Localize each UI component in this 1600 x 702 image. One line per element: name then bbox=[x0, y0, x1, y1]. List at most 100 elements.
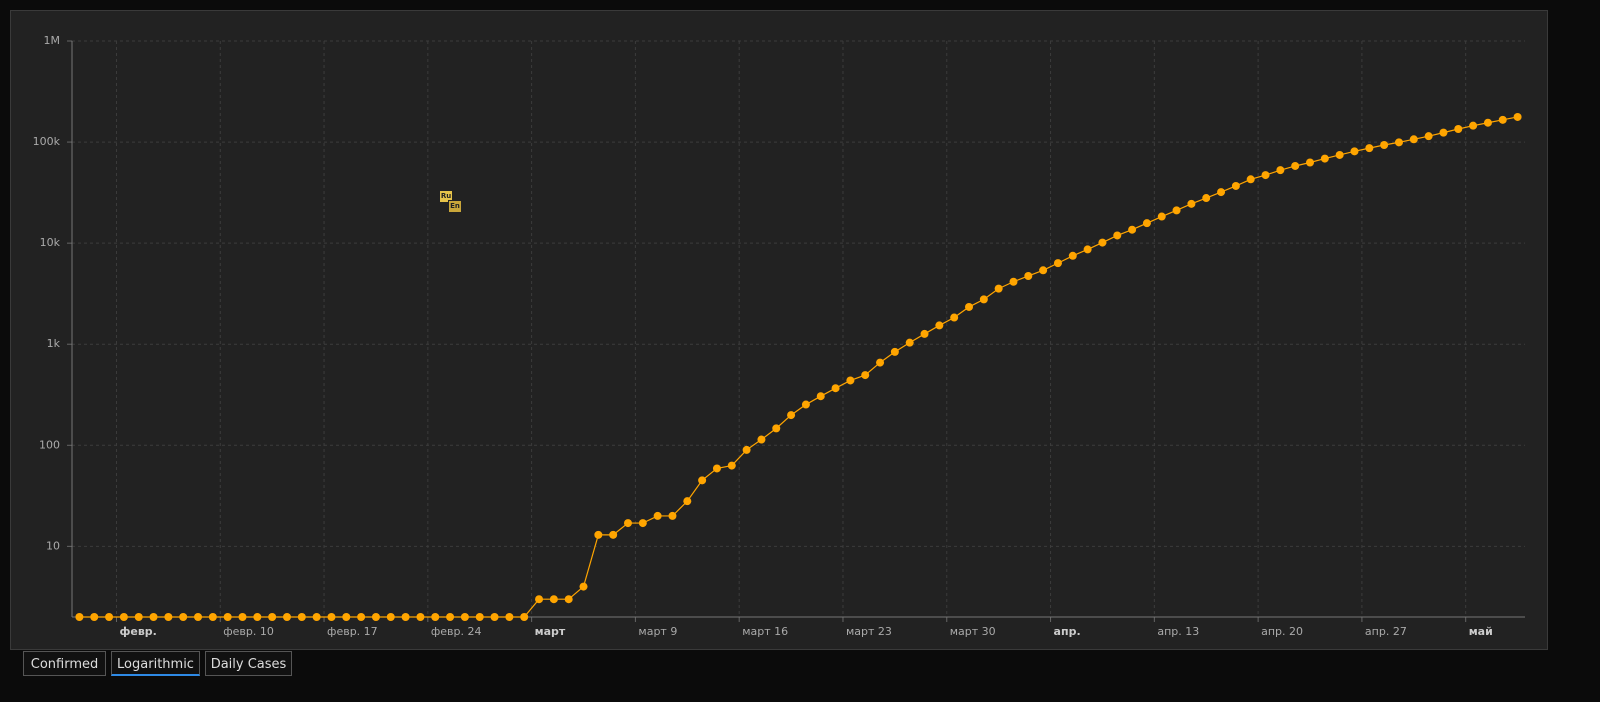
y-tick-label: 1k bbox=[47, 337, 61, 350]
point bbox=[105, 613, 114, 621]
point bbox=[1142, 219, 1151, 228]
point bbox=[831, 384, 840, 393]
x-tick-label: март 16 bbox=[742, 625, 788, 638]
point bbox=[1306, 158, 1315, 167]
point bbox=[194, 613, 203, 621]
y-tick-label: 10 bbox=[46, 539, 60, 552]
language-badge[interactable]: Ru bbox=[439, 190, 453, 203]
x-tick-label: март 23 bbox=[846, 625, 892, 638]
y-tick-label: 100 bbox=[39, 438, 60, 451]
point bbox=[816, 392, 825, 401]
point bbox=[238, 613, 247, 621]
point bbox=[268, 613, 277, 621]
x-tick-label: март 9 bbox=[638, 625, 677, 638]
point bbox=[861, 371, 870, 380]
x-tick-label: май bbox=[1469, 625, 1493, 638]
point bbox=[890, 347, 899, 356]
point bbox=[282, 613, 291, 621]
point bbox=[1009, 277, 1018, 286]
point bbox=[1513, 112, 1522, 121]
tab[interactable]: Confirmed bbox=[23, 651, 106, 676]
point bbox=[535, 595, 544, 604]
chart-panel bbox=[10, 10, 1548, 650]
point bbox=[1217, 188, 1226, 197]
point bbox=[1291, 161, 1300, 170]
point bbox=[342, 613, 351, 621]
point bbox=[312, 613, 321, 621]
point bbox=[386, 613, 395, 621]
point bbox=[1454, 124, 1463, 133]
point bbox=[594, 530, 603, 539]
point bbox=[1083, 245, 1092, 254]
x-tick-label: февр. 10 bbox=[223, 625, 274, 638]
point bbox=[846, 376, 855, 385]
point bbox=[920, 329, 929, 338]
point bbox=[475, 613, 484, 621]
point bbox=[460, 613, 469, 621]
point bbox=[1128, 225, 1137, 234]
point bbox=[979, 295, 988, 304]
point bbox=[90, 613, 99, 621]
point bbox=[876, 358, 885, 367]
point bbox=[1261, 171, 1270, 180]
point bbox=[1320, 154, 1329, 163]
line bbox=[79, 116, 1518, 618]
point bbox=[1409, 135, 1418, 144]
x-tick-label: апр. 20 bbox=[1261, 625, 1303, 638]
point bbox=[179, 613, 188, 621]
point bbox=[1053, 259, 1062, 268]
point bbox=[164, 613, 173, 621]
x-tick-label: февр. 24 bbox=[431, 625, 482, 638]
y-tick-label: 10k bbox=[40, 236, 61, 249]
point bbox=[935, 321, 944, 330]
point bbox=[757, 435, 766, 444]
point bbox=[119, 613, 128, 621]
point bbox=[134, 613, 143, 621]
point bbox=[505, 613, 514, 621]
point bbox=[1483, 118, 1492, 127]
point bbox=[1202, 194, 1211, 203]
language-badge[interactable]: En bbox=[448, 200, 462, 213]
point bbox=[1039, 266, 1048, 275]
x-tick-label: апр. 13 bbox=[1157, 625, 1199, 638]
point bbox=[1231, 181, 1240, 190]
point bbox=[1365, 144, 1374, 153]
point bbox=[520, 613, 529, 621]
point bbox=[357, 613, 366, 621]
x-tick-label: апр. 27 bbox=[1365, 625, 1407, 638]
point bbox=[994, 284, 1003, 293]
point bbox=[149, 613, 158, 621]
point bbox=[727, 461, 736, 470]
point bbox=[416, 613, 425, 621]
point bbox=[208, 613, 217, 621]
point bbox=[297, 613, 306, 621]
point bbox=[801, 400, 810, 409]
point bbox=[965, 302, 974, 311]
point bbox=[638, 519, 647, 528]
point bbox=[549, 595, 558, 604]
point bbox=[742, 445, 751, 454]
point bbox=[579, 582, 588, 591]
point bbox=[698, 476, 707, 485]
point bbox=[653, 511, 662, 520]
x-tick-label: февр. bbox=[119, 625, 156, 638]
tab[interactable]: Daily Cases bbox=[205, 651, 292, 676]
point bbox=[1098, 238, 1107, 247]
point bbox=[950, 313, 959, 322]
tab[interactable]: Logarithmic bbox=[111, 651, 200, 676]
point bbox=[683, 497, 692, 506]
point bbox=[1172, 206, 1181, 215]
x-tick-label: февр. 17 bbox=[327, 625, 378, 638]
point bbox=[431, 613, 440, 621]
point bbox=[787, 411, 796, 420]
point bbox=[1068, 251, 1077, 260]
point bbox=[1439, 128, 1448, 137]
y-tick-label: 1M bbox=[44, 34, 61, 47]
point bbox=[772, 424, 781, 433]
point bbox=[223, 613, 232, 621]
point bbox=[1424, 132, 1433, 141]
point bbox=[1498, 115, 1507, 124]
point bbox=[75, 613, 84, 621]
